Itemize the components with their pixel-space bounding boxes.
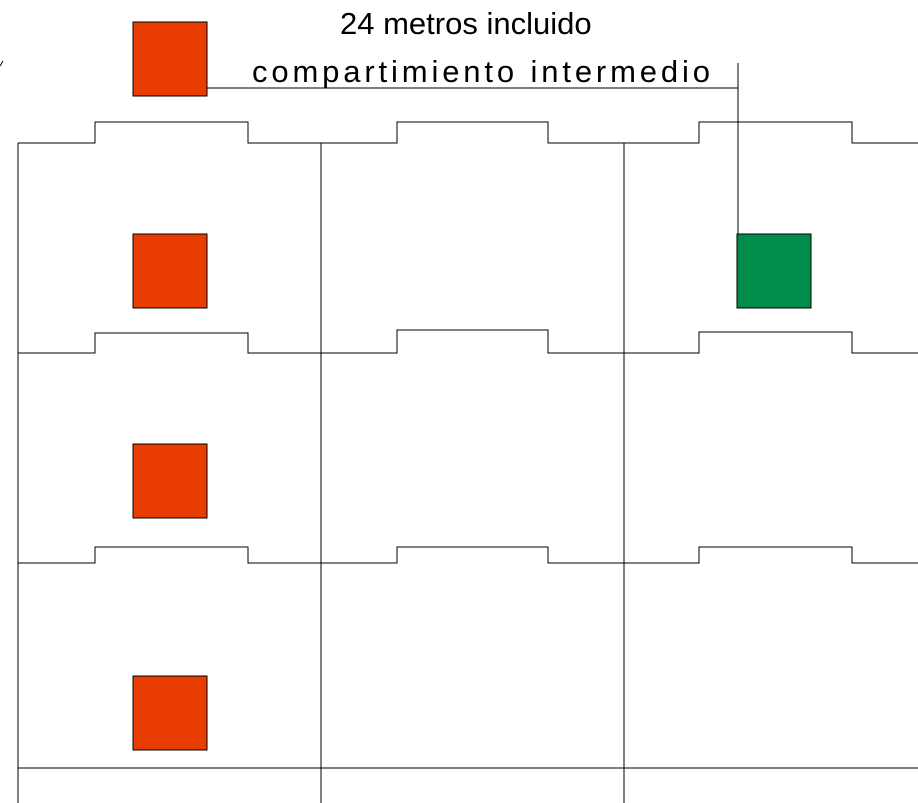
caption-line-1: 24 metros incluido: [340, 6, 592, 41]
grid-top-line: [18, 121, 918, 144]
marker-row-1-col-3-green: [736, 233, 812, 309]
marker-row-3-col-1: [132, 675, 208, 751]
stray-tick: [0, 60, 4, 67]
legend-marker-red: [132, 21, 208, 97]
caption-line-2: compartimiento intermedio: [252, 54, 710, 89]
grid-row-divider-1: [18, 329, 918, 354]
grid-row-divider-2: [18, 546, 918, 564]
marker-row-1-col-1: [132, 233, 208, 309]
marker-row-2-col-1: [132, 443, 208, 519]
